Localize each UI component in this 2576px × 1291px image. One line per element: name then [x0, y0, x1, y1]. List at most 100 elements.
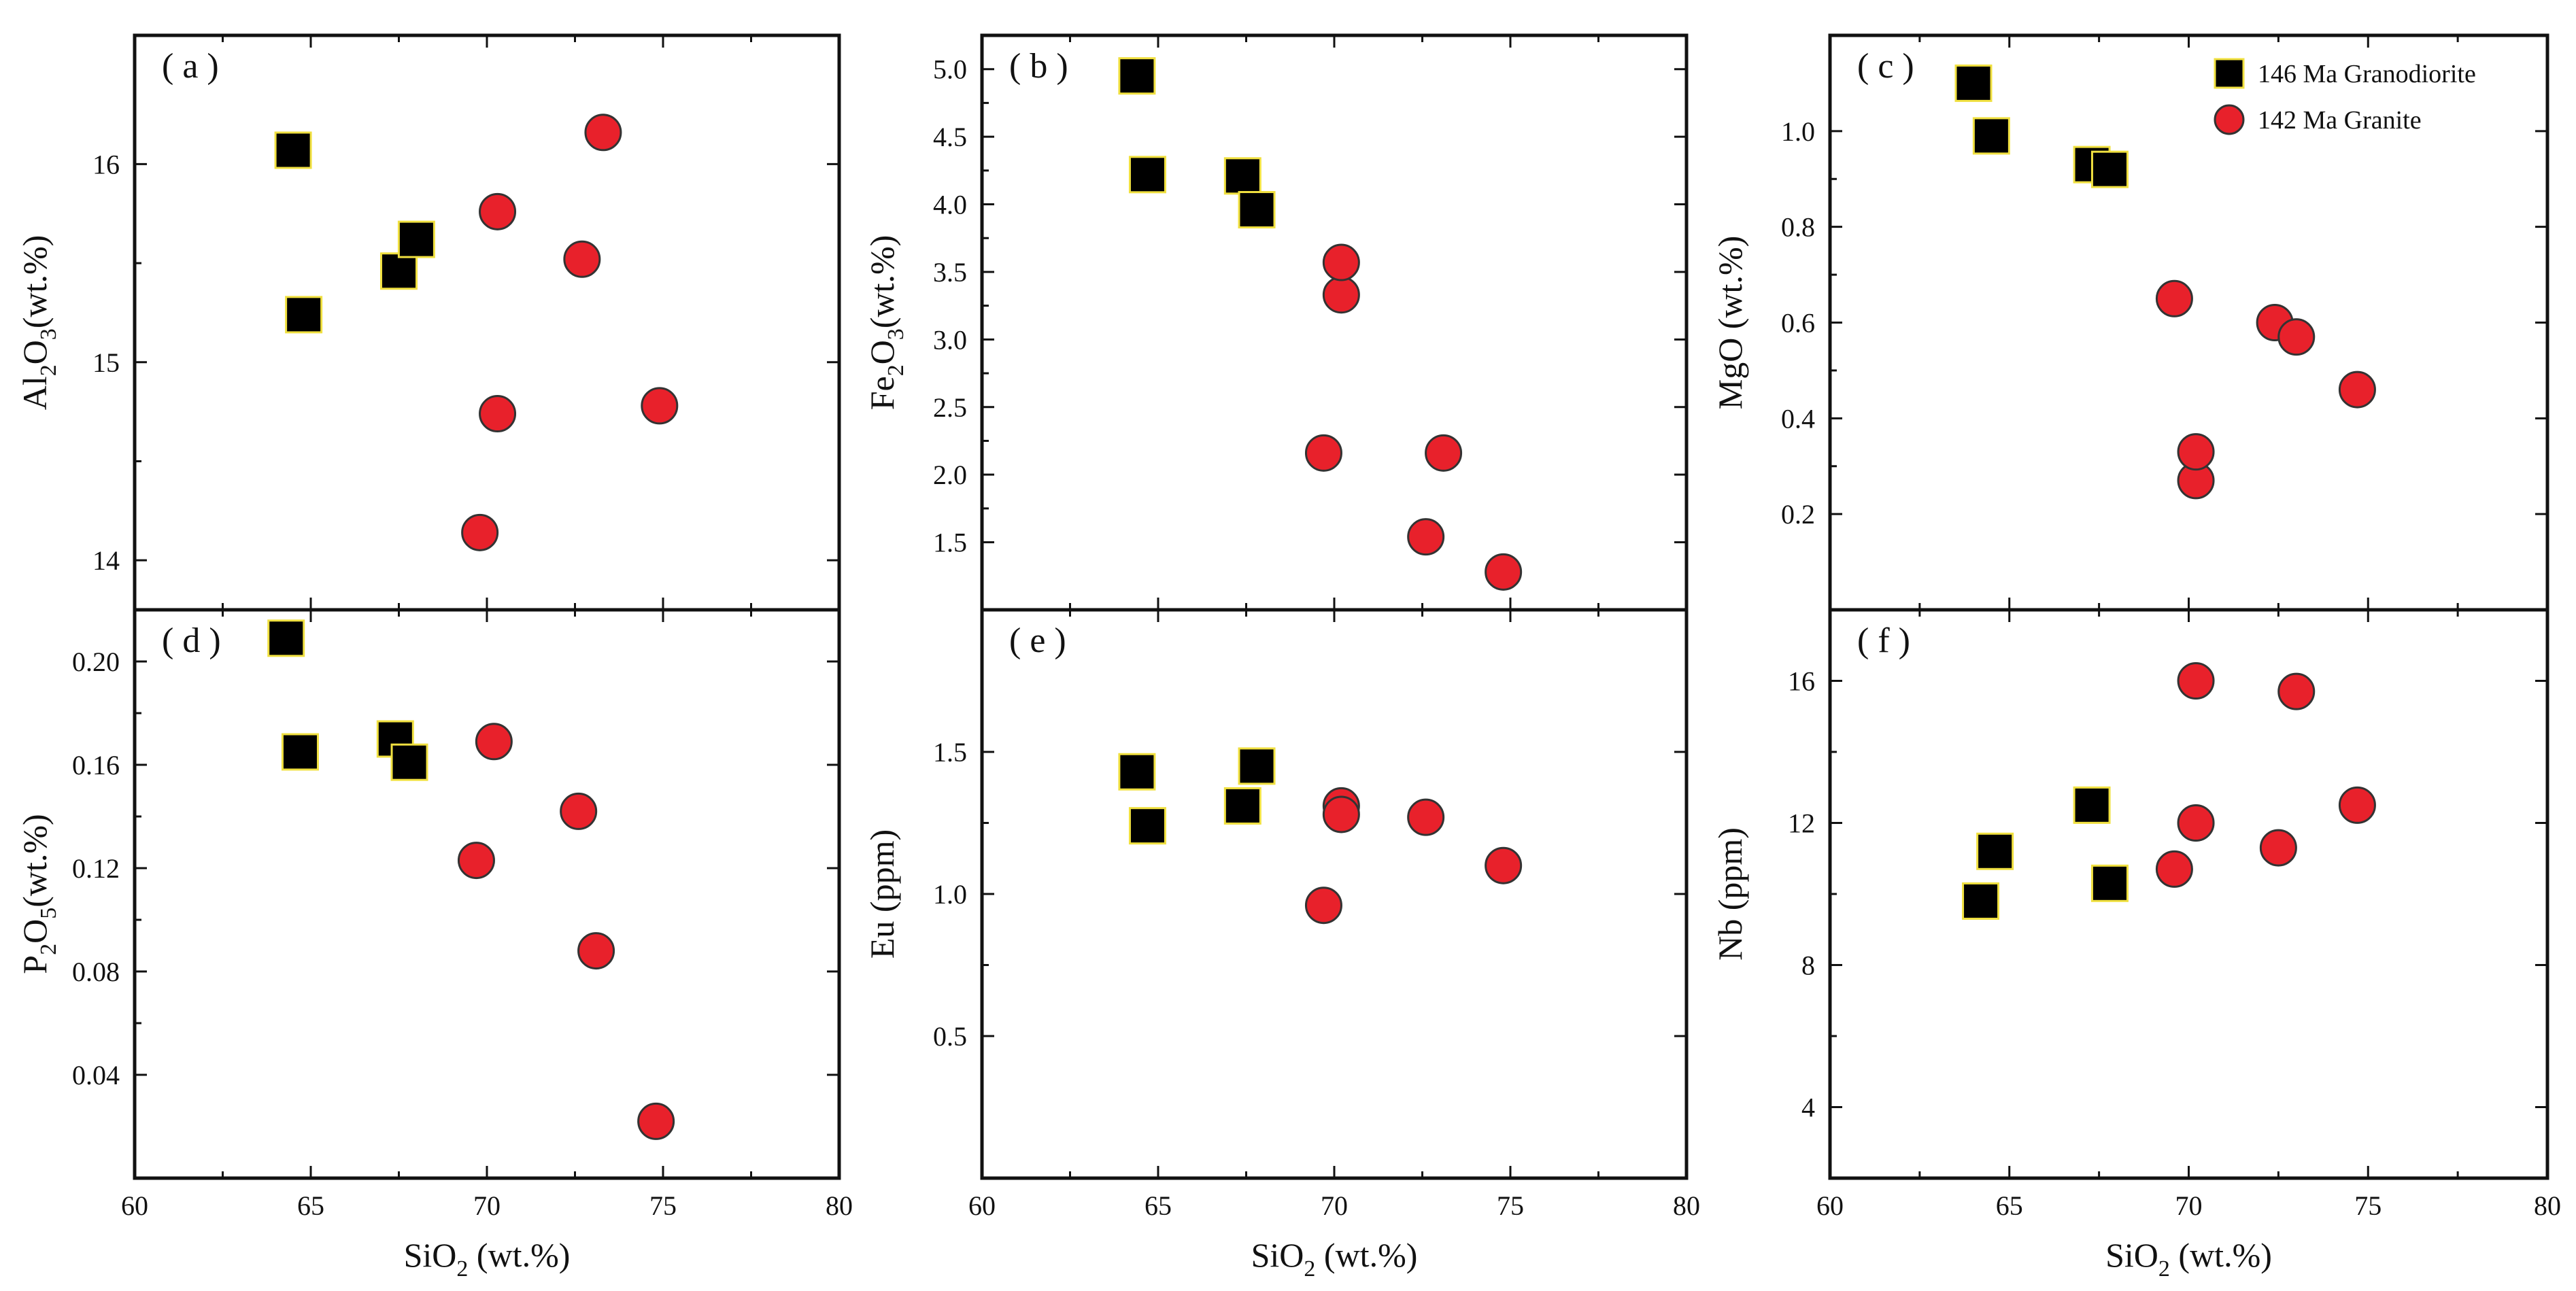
y-tick-label: 1.0 [933, 879, 967, 910]
panel-a: 14 15 16 Al2O3(wt.%) ( a ) [16, 33, 841, 612]
granodiorite-point [390, 743, 428, 781]
y-tick-label: 1.0 [1781, 116, 1815, 147]
x-tick-label: 65 [1145, 1190, 1172, 1221]
y-tick-label: 1.5 [933, 528, 967, 558]
granodiorite-point [267, 619, 305, 657]
y-tick-label: 8 [1801, 950, 1815, 981]
x-tick-label: 70 [473, 1190, 501, 1221]
y-tick-label: 0.12 [72, 853, 120, 884]
granite-point [2177, 662, 2215, 700]
granodiorite-point [1118, 57, 1156, 95]
y-tick-label: 5.0 [933, 54, 967, 85]
granite-point [2155, 850, 2193, 888]
y-tick-label: 1.5 [933, 737, 967, 768]
panel-e: 0.5 1.0 1.5 60 65 70 75 80 SiO2 (wt.%) Eu (ppm) ( … [863, 608, 1700, 1281]
x-tick-label: 70 [2175, 1190, 2203, 1221]
x-tick-label: 75 [649, 1190, 677, 1221]
panel-tag: ( e ) [1009, 621, 1066, 660]
granite-point [1322, 795, 1360, 833]
granodiorite-point [1962, 882, 2000, 920]
panel-tag: ( c ) [1857, 47, 1914, 86]
granite-point [461, 513, 499, 551]
y-tick-label: 16 [1788, 666, 1815, 697]
y-tick-label: 0.6 [1781, 308, 1815, 339]
granodiorite-point [1223, 157, 1261, 195]
granite-point [1304, 434, 1342, 472]
granite-point [1485, 846, 1523, 884]
granite-point [1425, 434, 1463, 472]
granite-point [1322, 243, 1360, 281]
granite-point [2338, 786, 2376, 824]
y-axis-label: MgO (wt.%) [1711, 236, 1749, 410]
granodiorite-point [380, 252, 418, 290]
y-axis-label: Eu (ppm) [863, 829, 901, 959]
granite-point [2177, 433, 2215, 471]
x-tick-label: 60 [1816, 1190, 1844, 1221]
y-tick-label: 4.5 [933, 122, 967, 152]
x-tick-label: 75 [2354, 1190, 2382, 1221]
x-axis-label: SiO2 (wt.%) [404, 1236, 571, 1281]
granite-point [560, 792, 598, 830]
x-tick-label: 65 [1996, 1190, 2023, 1221]
y-tick-label: 0.16 [72, 750, 120, 780]
y-tick-label: 2.0 [933, 460, 967, 490]
x-tick-label: 80 [826, 1190, 853, 1221]
granodiorite-point [397, 220, 435, 258]
granite-point [2259, 829, 2297, 867]
granite-point [2277, 672, 2316, 710]
y-tick-label: 14 [92, 545, 120, 576]
x-tick-label: 80 [2534, 1190, 2561, 1221]
legend-label: 142 Ma Granite [2258, 106, 2422, 135]
granite-point [2177, 804, 2215, 842]
y-tick-label: 0.8 [1781, 212, 1815, 243]
y-tick-label: 0.20 [72, 647, 120, 677]
granite-point [637, 1102, 675, 1140]
x-axis-label: SiO2 (wt.%) [2105, 1236, 2272, 1281]
granodiorite-point [1238, 747, 1276, 785]
legend-label: 146 Ma Granodiorite [2258, 60, 2476, 88]
panel-tag: ( b ) [1009, 47, 1068, 86]
y-tick-label: 2.5 [933, 392, 967, 423]
x-tick-label: 60 [121, 1190, 148, 1221]
granodiorite-point [1128, 807, 1166, 845]
granite-point [577, 932, 615, 970]
granite-point [2277, 318, 2316, 356]
granite-point [563, 240, 601, 278]
panel-b: 1.5 2.0 2.5 3.0 3.5 4.0 4.5 5.0 Fe2O3(wt.%) ( b ) [863, 33, 1689, 612]
panel-tag: ( a ) [162, 47, 219, 86]
x-tick-label: 60 [968, 1190, 996, 1221]
granodiorite-point [274, 131, 312, 169]
y-axis-label: Nb (ppm) [1711, 827, 1749, 961]
y-tick-label: 0.5 [933, 1021, 967, 1052]
y-tick-label: 0.04 [72, 1060, 120, 1090]
granodiorite-point [1128, 156, 1166, 194]
y-tick-label: 0.08 [72, 957, 120, 987]
granodiorite-point [1238, 190, 1276, 228]
x-axis-label: SiO2 (wt.%) [1251, 1236, 1418, 1281]
granite-point [2155, 279, 2193, 317]
granite-point [1322, 276, 1360, 314]
granite-point [1407, 798, 1445, 836]
y-axis-label: Al2O3(wt.%) [16, 235, 61, 411]
granite-point [479, 192, 517, 230]
granodiorite-point [281, 733, 319, 771]
panel-d: 0.04 0.08 0.12 0.16 0.20 60 65 70 75 80 SiO2 (wt.%… [16, 608, 853, 1281]
panel-f: 4 8 12 16 60 65 70 75 80 SiO2 (wt.%) Nb (ppm) ( f ) [1711, 608, 2561, 1281]
granodiorite-point [1223, 787, 1261, 825]
y-tick-label: 4.0 [933, 190, 967, 220]
y-tick-label: 3.5 [933, 257, 967, 288]
y-tick-label: 3.0 [933, 324, 967, 355]
granodiorite-point [1118, 753, 1156, 791]
x-tick-label: 70 [1321, 1190, 1348, 1221]
y-tick-label: 0.4 [1781, 403, 1815, 434]
x-tick-label: 75 [1497, 1190, 1524, 1221]
granite-point [479, 395, 517, 433]
granodiorite-point [1976, 832, 2014, 870]
x-tick-label: 80 [1673, 1190, 1700, 1221]
y-tick-label: 16 [92, 149, 120, 179]
granite-point [641, 387, 679, 425]
legend-circle-marker [2214, 104, 2245, 135]
legend-square-marker [2214, 58, 2245, 89]
